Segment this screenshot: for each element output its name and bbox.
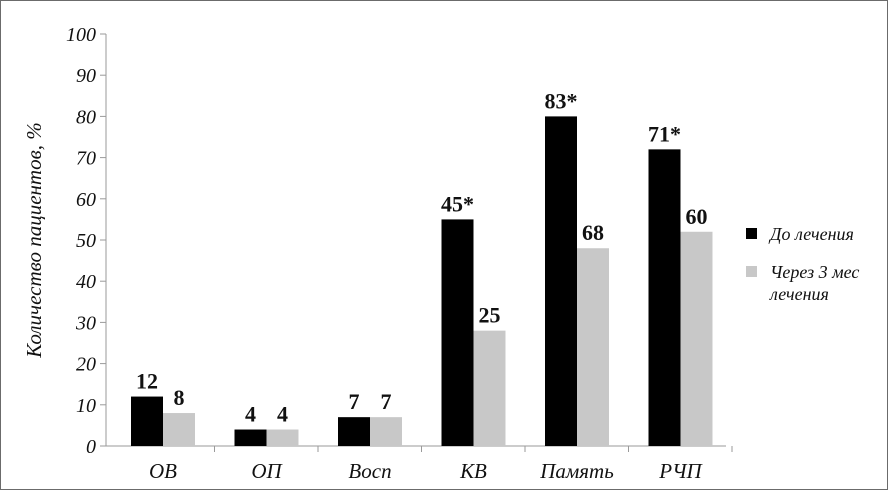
data-label: 71* bbox=[648, 121, 681, 146]
y-tick-label: 70 bbox=[76, 148, 96, 170]
data-label: 7 bbox=[349, 389, 360, 414]
x-tick-label: Память bbox=[539, 459, 614, 483]
x-tick-label: КВ bbox=[459, 459, 487, 483]
bar bbox=[473, 330, 506, 446]
legend-swatch bbox=[746, 266, 757, 277]
bars bbox=[131, 116, 713, 447]
y-tick-label: 10 bbox=[76, 395, 96, 417]
x-tick-label: Восп bbox=[348, 459, 391, 483]
bar bbox=[131, 396, 163, 446]
data-label: 45* bbox=[441, 191, 474, 216]
x-tick-label: РЧП bbox=[658, 459, 703, 483]
y-tick-label: 40 bbox=[76, 271, 96, 293]
legend: До лечения Через 3 мес лечения bbox=[746, 224, 859, 304]
y-tick-label: 80 bbox=[76, 106, 96, 128]
axes: 0 10 20 30 40 50 60 70 80 90 100 ОВ ОП Восп КВ Память РЧ… bbox=[66, 24, 733, 483]
bar bbox=[234, 429, 267, 446]
y-tick-label: 0 bbox=[86, 436, 96, 458]
bar bbox=[338, 417, 370, 446]
data-label: 83* bbox=[545, 88, 578, 113]
bar bbox=[545, 116, 577, 447]
x-tick-label: ОП bbox=[251, 459, 283, 483]
y-tick-label: 20 bbox=[76, 354, 96, 376]
bar bbox=[680, 231, 713, 446]
data-label: 4 bbox=[277, 402, 288, 427]
data-label: 8 bbox=[174, 385, 185, 410]
y-tick-label: 100 bbox=[66, 24, 96, 46]
legend-swatch bbox=[746, 228, 757, 239]
legend-label: До лечения bbox=[768, 224, 854, 244]
bar bbox=[441, 219, 474, 446]
y-tick-label: 60 bbox=[76, 189, 96, 211]
data-label: 7 bbox=[381, 389, 392, 414]
bar bbox=[577, 248, 609, 446]
y-tick-label: 30 bbox=[75, 312, 96, 334]
data-label: 68 bbox=[582, 220, 604, 245]
y-tick-label: 90 bbox=[76, 65, 96, 87]
bar bbox=[370, 417, 402, 446]
x-tick-label: ОВ bbox=[149, 459, 177, 483]
data-labels: 12 4 7 45* 83* 71* 8 4 7 25 68 60 bbox=[136, 88, 708, 426]
bar bbox=[648, 149, 681, 447]
y-tick-label: 50 bbox=[76, 230, 96, 252]
data-label: 4 bbox=[245, 402, 256, 427]
bar bbox=[266, 429, 299, 446]
bar bbox=[163, 413, 195, 446]
legend-label: Через 3 мес лечения bbox=[769, 262, 859, 304]
data-label: 25 bbox=[479, 303, 501, 328]
data-label: 12 bbox=[136, 369, 158, 394]
y-axis-title: Количество пациентов, % bbox=[22, 122, 46, 358]
data-label: 60 bbox=[686, 204, 708, 229]
